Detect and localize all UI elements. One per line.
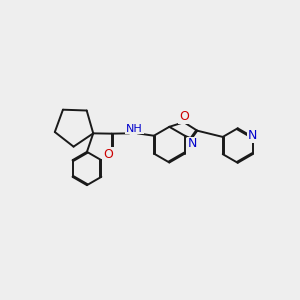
Text: N: N [188,137,197,150]
Text: O: O [103,148,113,161]
Text: NH: NH [126,124,143,134]
Text: O: O [179,110,189,123]
Text: N: N [248,129,258,142]
